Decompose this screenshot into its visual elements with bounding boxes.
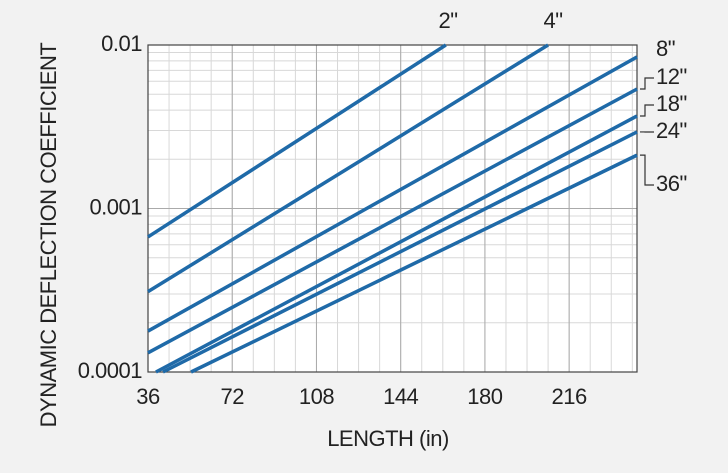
label-leader <box>640 77 654 90</box>
x-tick-label: 144 <box>383 384 418 409</box>
series-line <box>155 114 638 374</box>
series-label: 18" <box>656 91 687 116</box>
y-tick-label: 0.0001 <box>78 358 143 383</box>
series-label: 36" <box>656 171 687 196</box>
x-tick-label: 108 <box>299 384 334 409</box>
series-label: 12" <box>656 64 687 89</box>
series-line <box>147 55 638 333</box>
y-tick-label: 0.01 <box>101 31 142 56</box>
series-line <box>162 130 638 374</box>
series-line <box>147 87 638 355</box>
label-leader <box>640 104 654 117</box>
y-tick-label: 0.001 <box>89 194 142 219</box>
x-tick-label: 36 <box>136 384 160 409</box>
plot-frame <box>147 44 638 373</box>
series-line <box>190 153 638 374</box>
series-label: 8" <box>656 36 675 61</box>
series-line <box>147 43 447 239</box>
series-label: 24" <box>656 118 687 143</box>
y-axis-title: DYNAMIC DEFLECTION COEFFICIENT <box>36 43 61 428</box>
series-label: 2" <box>438 8 457 33</box>
x-tick-label: 216 <box>552 384 587 409</box>
label-leader <box>640 154 654 186</box>
series-label: 4" <box>543 8 562 33</box>
x-tick-label: 180 <box>467 384 502 409</box>
x-axis-title: LENGTH (in) <box>327 426 449 451</box>
series-line <box>147 43 550 294</box>
x-tick-label: 72 <box>220 384 244 409</box>
